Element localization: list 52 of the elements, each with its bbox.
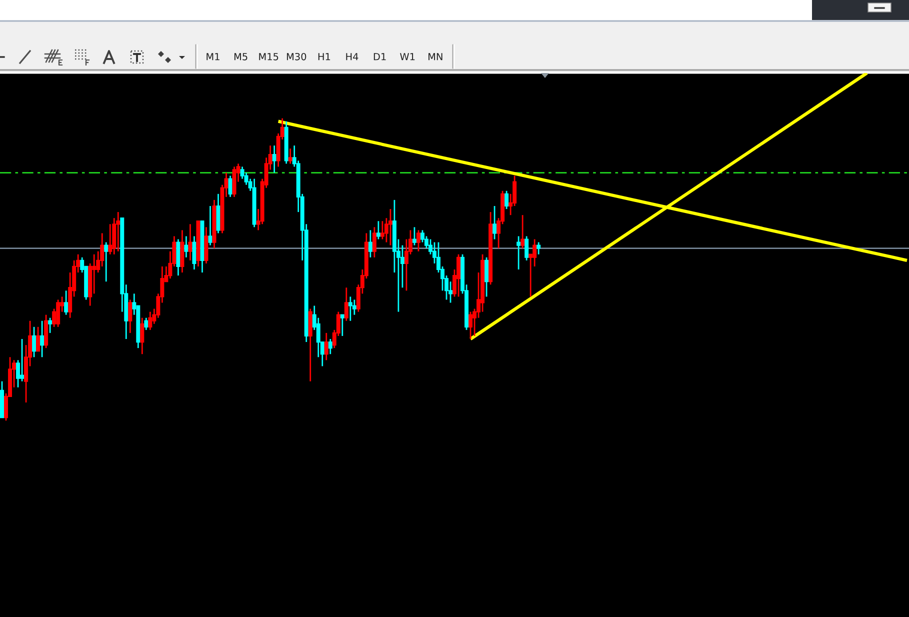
candlestick — [380, 220, 384, 240]
candlestick — [340, 314, 344, 337]
candlestick — [344, 286, 348, 322]
candlestick — [456, 254, 460, 298]
candlestick — [20, 338, 24, 382]
candlestick — [104, 242, 108, 282]
candlestick — [272, 144, 276, 174]
candlestick — [184, 236, 188, 258]
candlestick — [524, 236, 529, 262]
text: M5 — [234, 53, 248, 60]
candlestick — [520, 214, 525, 250]
text: M1 — [206, 53, 220, 60]
candlestick — [412, 226, 416, 246]
candlestick — [208, 205, 212, 246]
candlestick — [532, 238, 537, 268]
candlestick — [416, 229, 420, 252]
candlestick — [228, 175, 232, 198]
candlestick — [348, 296, 352, 322]
candlestick — [388, 208, 392, 246]
text: D1 — [374, 53, 386, 60]
candlestick — [288, 148, 292, 164]
text: MN — [428, 53, 442, 60]
candlestick — [468, 311, 473, 340]
candlestick — [140, 317, 144, 355]
candlestick — [192, 236, 196, 270]
candlestick — [376, 220, 380, 240]
candlestick — [128, 299, 132, 334]
candlestick — [40, 320, 44, 358]
candlestick — [56, 299, 60, 328]
candlestick — [32, 326, 36, 358]
candlestick — [368, 229, 372, 258]
candlestick — [36, 326, 40, 352]
candlestick — [144, 317, 148, 331]
candlestick — [484, 256, 489, 298]
text: W1 — [400, 53, 415, 60]
candlestick — [516, 236, 521, 270]
candlestick — [116, 211, 120, 252]
candlestick — [48, 317, 52, 334]
candlestick — [188, 223, 192, 262]
text: M30 — [286, 52, 306, 60]
candlestick — [328, 338, 332, 355]
candlestick — [324, 332, 328, 361]
candlestick — [92, 254, 96, 294]
text: H1 — [318, 53, 330, 60]
candlestick — [372, 226, 376, 258]
candlestick — [536, 242, 541, 256]
candlestick — [492, 205, 497, 240]
text: M15 — [259, 53, 278, 60]
text: H4 — [346, 53, 358, 60]
candlestick — [64, 290, 68, 316]
candlestick — [148, 311, 152, 331]
candlestick — [504, 190, 509, 210]
